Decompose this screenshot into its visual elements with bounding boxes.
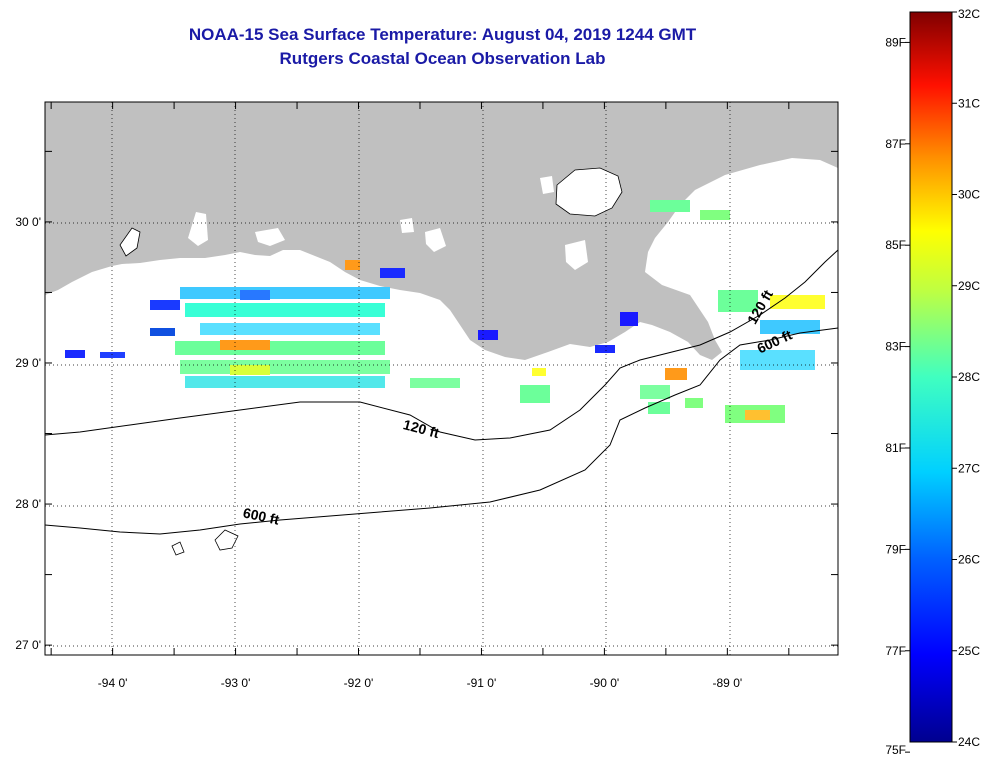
fahrenheit-label: 85F (885, 238, 906, 252)
celsius-label: 29C (958, 279, 980, 293)
lon-tick-label: -89 0' (713, 676, 743, 690)
lake-2 (188, 212, 208, 246)
lake-6 (540, 176, 554, 194)
celsius-label: 30C (958, 188, 980, 202)
celsius-label: 28C (958, 370, 980, 384)
celsius-label: 32C (958, 7, 980, 21)
celsius-label: 26C (958, 553, 980, 567)
lon-tick-label: -93 0' (221, 676, 251, 690)
colorbar-labels: 32C 31C 30C 29C 28C 27C 26C 25C 24C 89F 87F 85F 83F 8… (885, 7, 980, 757)
celsius-label: 31C (958, 96, 980, 110)
lon-tick-label: -92 0' (344, 676, 374, 690)
celsius-label: 25C (958, 644, 980, 658)
tick-labels: -94 0' -93 0' -92 0' -91 0' -90 0' -89 0' 30 0… (15, 215, 742, 690)
tick-marks (45, 102, 838, 655)
lat-tick-label: 27 0' (15, 638, 41, 652)
fahrenheit-label: 89F (885, 35, 906, 49)
lon-tick-label: -94 0' (98, 676, 128, 690)
lake-8 (400, 218, 414, 233)
lake-3 (255, 228, 285, 246)
land-mass (45, 102, 838, 360)
lake-1 (119, 227, 141, 257)
fahrenheit-label: 81F (885, 441, 906, 455)
contour-600ft (44, 327, 839, 535)
fahrenheit-label: 83F (885, 340, 906, 354)
contour-loop-2 (171, 541, 185, 556)
lon-tick-label: -90 0' (590, 676, 620, 690)
lake-7 (740, 212, 754, 240)
celsius-label: 27C (958, 461, 980, 475)
lat-tick-label: 29 0' (15, 356, 41, 370)
fahrenheit-label: 87F (885, 137, 906, 151)
grid-lines (45, 102, 838, 655)
lat-tick-label: 30 0' (15, 215, 41, 229)
lon-tick-label: -91 0' (467, 676, 497, 690)
fahrenheit-label: 75F (885, 743, 906, 757)
map-frame (44, 101, 839, 656)
map-title: NOAA-15 Sea Surface Temperature: August … (188, 25, 697, 44)
colorbar-gradient (909, 11, 953, 743)
lat-tick-label: 28 0' (15, 497, 41, 511)
celsius-label: 24C (958, 735, 980, 749)
fahrenheit-label: 77F (885, 644, 906, 658)
map-subtitle: Rutgers Coastal Ocean Observation Lab (279, 49, 606, 68)
lake-4 (425, 228, 446, 252)
lake-pontchartrain (555, 167, 623, 217)
contour-120ft (44, 249, 839, 441)
fahrenheit-label: 79F (885, 542, 906, 556)
contour-label: 600 ft (242, 504, 281, 527)
lake-5 (565, 240, 588, 270)
